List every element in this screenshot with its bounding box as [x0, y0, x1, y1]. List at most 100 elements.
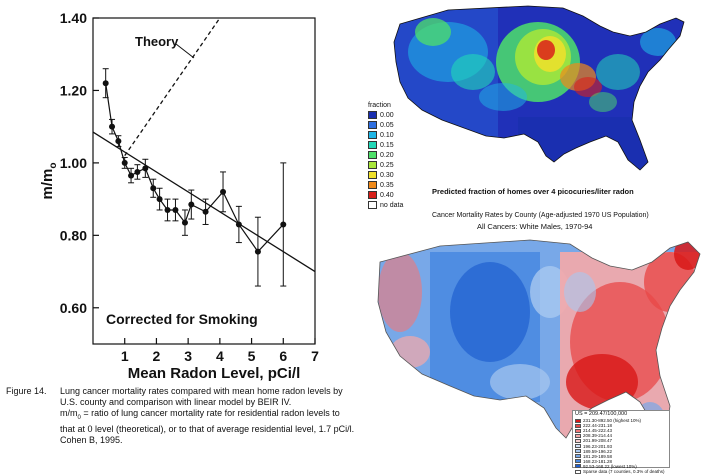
radon-legend: fraction 0.00 0.05 0.10 0.15 0.20 0.25 0.30 0.3… [368, 102, 403, 210]
radon-legend-swatch [368, 121, 377, 129]
x-tick-label: 3 [184, 348, 192, 364]
x-tick-label: 7 [311, 348, 319, 364]
mortality-legend-item: 189.59-196.22 [575, 449, 667, 454]
data-point [121, 159, 128, 166]
radon-legend-swatch [368, 111, 377, 119]
mortality-legend-item: 231.30-892.50 (highest 10%) [575, 418, 667, 423]
caption-line-2: U.S. county and comparison with linear m… [60, 397, 292, 407]
y-axis-ticks: 0.60 0.80 1.00 1.20 1.40 [60, 10, 99, 316]
y-tick-label: 1.20 [60, 82, 87, 98]
radon-legend-item: 0.20 [368, 150, 403, 160]
y-axis-label-main: m/m [39, 169, 56, 200]
mortality-legend-item: 214.45-222.43 [575, 428, 667, 433]
data-point [254, 248, 261, 255]
mortality-legend-swatch [575, 444, 581, 449]
mortality-legend-label: 201.99-208.47 [583, 438, 613, 444]
model-lines [92, 17, 316, 273]
mortality-legend-swatch [575, 439, 581, 444]
radon-legend-label: 0.35 [380, 181, 394, 189]
radon-legend-label: 0.25 [380, 161, 394, 169]
mortality-legend-item: 222.44-231.18 [575, 423, 667, 428]
figure-caption-body: Lung cancer mortality rates compared wit… [60, 386, 420, 446]
radon-map-outline [393, 5, 685, 171]
mortality-legend-label: 231.30-892.50 (highest 10%) [583, 418, 642, 424]
mortality-legend-label: 189.59-196.22 [583, 448, 613, 454]
mortality-legend-swatch [575, 418, 581, 423]
radon-legend-item: 0.40 [368, 190, 403, 200]
mortality-map [370, 232, 710, 472]
radon-legend-swatch [368, 201, 377, 209]
mortality-legend-item: 201.99-208.47 [575, 438, 667, 443]
theory-annotation: Theory [135, 34, 179, 49]
mortality-legend-swatch [575, 428, 581, 433]
radon-legend-swatch [368, 131, 377, 139]
mortality-legend-item: 196.23-201.93 [575, 444, 667, 449]
figure-label: Figure 14. [6, 386, 47, 396]
mortality-legend-item: 168.23-181.28 [575, 459, 667, 464]
mortality-legend-item: 208.39-214.44 [575, 433, 667, 438]
data-point [280, 221, 287, 228]
radon-legend-swatch [368, 181, 377, 189]
data-point [172, 206, 179, 213]
caption-line-3: m/m0 = ratio of lung cancer mortality ra… [60, 408, 420, 424]
y-tick-label: 0.60 [60, 300, 87, 316]
caption-line-1: Lung cancer mortality rates compared wit… [60, 386, 343, 396]
radon-legend-item: no data [368, 200, 403, 210]
mortality-legend: US = 209.47/100,000 231.30-892.50 (highe… [572, 410, 670, 474]
data-point [156, 196, 163, 203]
radon-legend-swatch [368, 171, 377, 179]
mortality-map-title: Cancer Mortality Rates by County (Age-ad… [432, 212, 649, 219]
x-tick-label: 6 [279, 348, 287, 364]
mortality-legend-item: Sparse data (7 counties, 0.3% of deaths) [575, 469, 667, 474]
radon-legend-label: 0.20 [380, 151, 394, 159]
radon-legend-label: 0.05 [380, 121, 394, 129]
data-point [109, 123, 116, 130]
radon-map-graphic [393, 5, 685, 171]
mortality-legend-swatch [575, 459, 581, 464]
y-axis-label-subscript: o [48, 163, 59, 169]
x-tick-label: 1 [121, 348, 129, 364]
x-axis-ticks: 1 2 3 4 5 6 7 [121, 338, 319, 364]
mortality-legend-swatch [575, 469, 581, 474]
radon-legend-label: 0.15 [380, 141, 394, 149]
radon-legend-item: 0.10 [368, 130, 403, 140]
data-point [235, 221, 242, 228]
fit-line [92, 131, 316, 273]
radon-map-caption: Predicted fraction of homes over 4 picoc… [432, 187, 634, 196]
y-axis-label: m/mo [39, 163, 59, 200]
mortality-legend-item: 92.53-168.22 (lowest 10%) [575, 464, 667, 469]
radon-legend-label: 0.30 [380, 171, 394, 179]
radon-legend-swatch [368, 151, 377, 159]
mortality-legend-rows: 231.30-892.50 (highest 10%) 222.44-231.18… [575, 418, 667, 474]
radon-legend-item: 0.05 [368, 120, 403, 130]
mortality-map-subtitle: All Cancers: White Males, 1970-94 [477, 222, 593, 231]
radon-mortality-chart: 0.60 0.80 1.00 1.20 1.40 1 2 3 4 5 6 7 Theory Corr… [39, 10, 319, 382]
caption-mmo: m/m [60, 408, 78, 418]
data-point [134, 168, 141, 175]
mortality-legend-label: 168.23-181.28 [583, 458, 613, 464]
y-tick-label: 1.00 [60, 155, 87, 171]
data-point [115, 138, 122, 145]
radon-legend-swatch [368, 191, 377, 199]
radon-legend-item: 0.35 [368, 180, 403, 190]
y-tick-label: 1.40 [60, 10, 87, 26]
corrected-annotation: Corrected for Smoking [106, 311, 258, 327]
radon-legend-item: 0.15 [368, 140, 403, 150]
radon-map [378, 2, 708, 174]
mortality-legend-swatch [575, 423, 581, 428]
radon-legend-swatch [368, 141, 377, 149]
x-axis-label: Mean Radon Level, pCi/l [128, 365, 301, 382]
radon-legend-label: 0.10 [380, 131, 394, 139]
radon-legend-label: no data [380, 201, 404, 209]
data-points [102, 68, 287, 287]
theory-pointer [175, 43, 195, 59]
mortality-legend-swatch [575, 454, 581, 459]
mortality-legend-label: 222.44-231.18 [583, 423, 613, 429]
plot-frame [92, 17, 316, 345]
caption-line-3-rest: = ratio of lung cancer mortality rate fo… [80, 408, 340, 418]
radon-legend-label: 0.40 [380, 191, 394, 199]
data-point [220, 188, 227, 195]
radon-map-fill [394, 6, 684, 170]
mortality-legend-swatch [575, 449, 581, 454]
radon-legend-swatch [368, 161, 377, 169]
